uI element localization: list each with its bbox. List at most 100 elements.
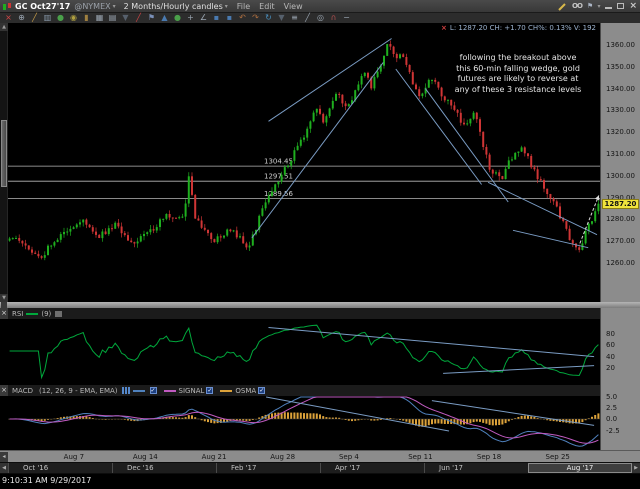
rsi-header: × RSI (9) (0, 308, 600, 319)
menu-view[interactable]: View (283, 1, 303, 11)
list-icon[interactable]: ≡ (291, 13, 298, 22)
trendline-icon[interactable]: ╱ (136, 13, 141, 22)
flag-dropdown-icon[interactable]: ⚑ ▾ (586, 2, 601, 10)
maximize-button[interactable] (617, 3, 625, 9)
price-tick: 1290.00 (606, 193, 635, 202)
timeframe-dropdown[interactable]: 2 Months/Hourly candles (123, 1, 223, 11)
rsi-tick: 60 (606, 341, 615, 350)
eye-icon[interactable]: ◉ (70, 13, 77, 22)
pencil-icon[interactable] (558, 2, 567, 11)
main-chart-panel: ▲ ▼ 1304.45 1297.51 1289.56 × L: 1287.20 CH… (0, 23, 640, 302)
wrench-icon[interactable]: − (343, 13, 350, 22)
timeline-segment[interactable]: Dec '16 (112, 463, 216, 473)
price-tick: 1310.00 (606, 150, 635, 158)
date-label: Sep 18 (476, 453, 502, 461)
indicator-settings-icon[interactable] (55, 310, 63, 317)
close-chart-icon[interactable]: × (5, 13, 12, 22)
grid-icon[interactable]: ▤ (108, 13, 117, 22)
exchange-dropdown[interactable]: @NYMEX (74, 1, 111, 11)
timeline-scrollbar[interactable]: ◀ ▶ Oct '16 Dec '16 Feb '17 Apr '17 Jun '17 A… (0, 462, 640, 474)
minimize-button[interactable] (605, 3, 613, 9)
date-label: Aug 14 (132, 453, 158, 461)
price-tick: 1270.00 (606, 237, 635, 246)
macd-tick: 0.0 (606, 415, 618, 423)
price-tick: 1300.00 (606, 171, 635, 180)
filter-icon[interactable]: ▼ (122, 13, 129, 22)
plus-icon[interactable]: + (187, 13, 194, 22)
status-bar: 9:10:31 AM 9/29/2017 (0, 474, 640, 489)
undo-icon[interactable]: ↶ (239, 13, 246, 22)
signal-label: SIGNAL (178, 386, 205, 395)
timeline-segment[interactable]: Oct '16 (8, 463, 112, 473)
drawing-toolbar: × ⊕ ╱ ▥ ● ◉ ▮ ▦ ▤ ▼ ╱ ⚑ ▲ ● + ∠ ▪ ▪ ↶ ↷ ↻ ▼ ≡ ╱ ◎ ∩ − (0, 12, 640, 23)
macd-tick: -2.5 (606, 426, 620, 435)
price-tick: 1280.00 (606, 215, 635, 224)
angle-icon[interactable]: ∠ (199, 13, 208, 22)
macd-label: MACD (12, 386, 33, 395)
chart-annotation[interactable]: following the breakout above this 60-min… (454, 53, 582, 94)
chevron-down-icon: ▾ (224, 2, 228, 10)
rsi-close-icon[interactable]: × (0, 308, 8, 319)
zoom-icon[interactable]: ◎ (317, 13, 324, 22)
scrollbar-thumb[interactable] (1, 120, 7, 187)
macd-line-sample (132, 389, 145, 392)
date-label: Sep 4 (338, 453, 359, 461)
timeline-thumb[interactable]: Aug '17 (528, 463, 632, 473)
scroll-down-arrow[interactable]: ▼ (0, 294, 8, 302)
scroll-up-arrow[interactable]: ▲ (0, 23, 8, 31)
anchor-icon[interactable]: ∩ (330, 13, 337, 22)
timeline-segment[interactable]: Apr '17 (320, 463, 424, 473)
svg-text:1304.45: 1304.45 (264, 158, 293, 166)
triangle-up-icon[interactable]: ▲ (161, 13, 168, 22)
columns-icon[interactable]: ▥ (43, 13, 52, 22)
nav-left-arrow[interactable]: ◀ (0, 463, 8, 473)
date-axis-icon[interactable]: ◂ (0, 452, 8, 462)
nav-right-arrow[interactable]: ▶ (632, 463, 640, 473)
price-axis[interactable]: 1360.00 1350.00 1340.00 1330.00 1320.00 1310.… (600, 23, 640, 462)
menu-edit[interactable]: Edit (259, 1, 275, 11)
rsi-tick: 80 (606, 330, 615, 339)
macd-close-icon[interactable]: × (0, 385, 8, 396)
osma-checkbox[interactable]: ✓ (258, 387, 266, 394)
crosshair-icon[interactable]: ⊕ (18, 13, 25, 22)
dropdown-icon[interactable]: ▼ (278, 13, 285, 22)
rect-blue-icon[interactable]: ▪ (213, 13, 220, 22)
symbol-title[interactable]: GC Oct27'17 (15, 1, 71, 11)
app-icon (3, 2, 11, 10)
date-axis[interactable]: ◂ Aug 7 Aug 14 Aug 21 Aug 28 Sep 4 Sep 11 Sep … (0, 450, 640, 462)
signal-checkbox[interactable]: ✓ (206, 387, 214, 394)
redo-icon[interactable]: ↷ (252, 13, 259, 22)
svg-text:1289.56: 1289.56 (264, 190, 293, 198)
macd-tick: 2.5 (606, 403, 618, 412)
histogram-icon[interactable] (121, 387, 130, 394)
timeline-segment[interactable]: Jun '17 (424, 463, 528, 473)
menu-file[interactable]: File (236, 1, 251, 11)
folder-icon[interactable]: ▮ (84, 13, 89, 22)
pen-icon[interactable]: ╱ (32, 13, 37, 22)
price-tick: 1330.00 (606, 106, 635, 115)
macd-chart-canvas[interactable] (8, 396, 600, 450)
refresh-icon[interactable]: ↻ (265, 13, 272, 22)
dot-icon[interactable]: ● (174, 13, 181, 22)
rect-blue2-icon[interactable]: ▪ (226, 13, 233, 22)
close-button[interactable]: × (629, 1, 637, 11)
ruler-icon[interactable]: ╱ (305, 13, 310, 22)
date-label: Sep 25 (545, 453, 570, 461)
palette-icon[interactable]: ● (57, 13, 64, 22)
flag-icon[interactable]: ⚑ (147, 13, 156, 22)
timeline-segment[interactable]: Feb '17 (216, 463, 320, 473)
rsi-chart-canvas[interactable] (8, 319, 600, 385)
price-chart-canvas[interactable]: 1304.45 1297.51 1289.56 (8, 23, 600, 302)
binoculars-icon[interactable]: OO (572, 2, 583, 10)
macd-params: (12, 26, 9 - EMA, EMA) (38, 386, 118, 395)
layout-grid-icon[interactable]: ▦ (95, 13, 104, 22)
price-tick: 1350.00 (606, 62, 635, 71)
macd-checkbox[interactable]: ✓ (149, 387, 157, 394)
splitter-lock-icon (1, 302, 7, 308)
close-quote-icon[interactable]: × (441, 24, 447, 32)
vertical-scrollbar[interactable]: ▲ ▼ (0, 23, 8, 302)
panel-splitter[interactable] (0, 302, 640, 308)
price-tick: 1340.00 (606, 84, 635, 93)
svg-text:1297.51: 1297.51 (264, 173, 293, 181)
